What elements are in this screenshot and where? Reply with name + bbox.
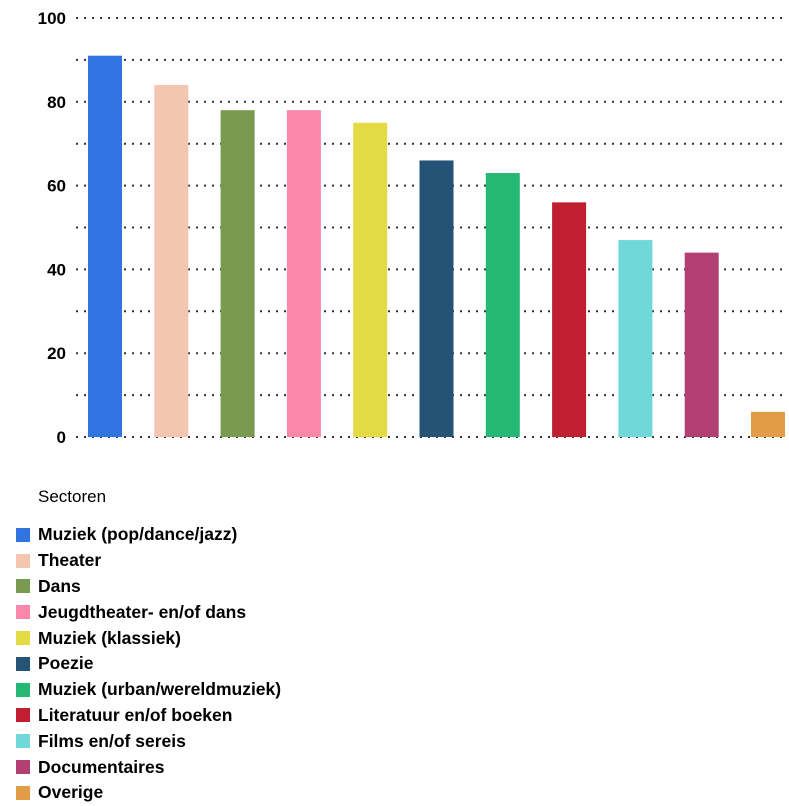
legend-item: Documentaires <box>16 754 281 780</box>
y-tick-label: 60 <box>47 177 66 196</box>
legend-swatch <box>16 605 30 620</box>
legend-item: Literatuur en/of boeken <box>16 703 281 729</box>
legend-item: Muziek (klassiek) <box>16 625 281 651</box>
bar <box>552 202 587 437</box>
legend-label: Films en/of sereis <box>38 730 186 751</box>
y-tick-label: 0 <box>57 428 66 447</box>
bar <box>684 252 719 437</box>
legend-swatch <box>16 785 30 800</box>
legend-label: Dans <box>38 575 81 596</box>
bars <box>88 55 785 438</box>
bar <box>286 110 321 438</box>
legend-item: Muziek (urban/wereldmuziek) <box>16 677 281 703</box>
bar <box>154 85 189 437</box>
legend-swatch <box>16 682 30 697</box>
legend-label: Literatuur en/of boeken <box>38 704 233 725</box>
bar <box>353 122 388 437</box>
y-tick-label: 20 <box>47 344 66 363</box>
legend-swatch <box>16 527 30 542</box>
bar <box>220 110 255 438</box>
legend-label: Muziek (klassiek) <box>38 627 181 648</box>
legend-swatch <box>16 708 30 723</box>
legend-label: Muziek (pop/dance/jazz) <box>38 524 238 545</box>
legend-item: Jeugdtheater- en/of dans <box>16 599 281 625</box>
legend-item: Theater <box>16 548 281 574</box>
legend-item: Poezie <box>16 651 281 677</box>
gridlines <box>76 17 788 438</box>
y-tick-label: 80 <box>47 93 66 112</box>
bar <box>485 173 520 437</box>
legend-title: Sectoren <box>38 487 107 506</box>
bar-chart: 0 20 40 60 80 100 <box>38 9 788 447</box>
y-axis: 0 20 40 60 80 100 <box>38 9 66 447</box>
legend: Sectoren Muziek (pop/dance/jazz) Theater D… <box>16 486 281 806</box>
bar <box>751 411 785 437</box>
legend-swatch <box>16 760 30 775</box>
bar <box>618 240 653 437</box>
legend-item: Films en/of sereis <box>16 728 281 754</box>
legend-swatch <box>16 631 30 646</box>
legend-label: Jeugdtheater- en/of dans <box>38 601 247 622</box>
legend-swatch <box>16 656 30 671</box>
legend-swatch <box>16 579 30 594</box>
legend-swatch <box>16 553 30 568</box>
legend-label: Theater <box>38 550 102 571</box>
bar <box>419 160 454 437</box>
legend-swatch <box>16 734 30 749</box>
legend-item: Overige <box>16 780 281 806</box>
legend-label: Overige <box>38 782 104 803</box>
bar <box>88 55 122 438</box>
legend-item: Muziek (pop/dance/jazz) <box>16 522 281 548</box>
legend-item: Dans <box>16 574 281 600</box>
y-tick-label: 40 <box>47 260 66 279</box>
legend-list: Muziek (pop/dance/jazz) Theater Dans Jeugdt… <box>16 522 281 806</box>
y-tick-label: 100 <box>38 9 66 28</box>
legend-label: Documentaires <box>38 756 165 777</box>
legend-label: Muziek (urban/wereldmuziek) <box>38 679 282 700</box>
legend-label: Poezie <box>38 653 94 674</box>
